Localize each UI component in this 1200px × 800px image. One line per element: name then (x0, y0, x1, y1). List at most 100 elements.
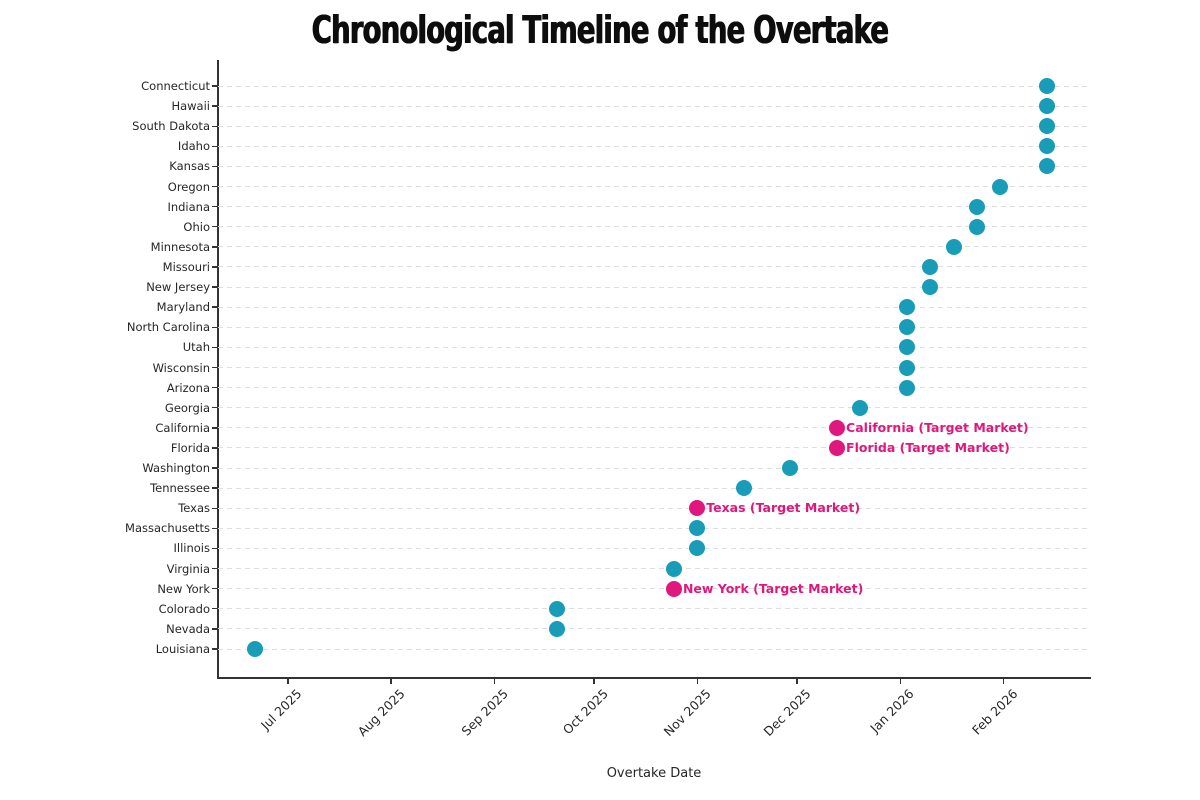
x-tick-label: Nov 2025 (660, 686, 714, 740)
y-tick-label: Indiana (167, 199, 210, 214)
x-tick (1002, 678, 1005, 684)
y-tick (212, 648, 218, 650)
y-tick (212, 487, 218, 489)
y-tick (212, 266, 218, 268)
target-market-label: Florida (Target Market) (846, 439, 1010, 455)
y-tick (212, 306, 218, 308)
y-tick (212, 105, 218, 107)
gridline (218, 447, 1090, 449)
data-point (945, 238, 962, 255)
data-point-target (829, 419, 846, 436)
y-tick (212, 386, 218, 389)
data-point (1038, 118, 1055, 135)
y-tick (212, 507, 218, 509)
y-tick-label: Wisconsin (152, 360, 210, 375)
y-tick-label: Virginia (166, 561, 210, 576)
y-tick (212, 165, 218, 168)
x-tick-label: Feb 2026 (968, 686, 1021, 738)
y-tick-label: New York (157, 581, 210, 596)
x-tick (796, 678, 798, 684)
gridline (218, 246, 1090, 248)
gridline (218, 306, 1090, 308)
data-point-target (829, 439, 846, 456)
y-tick-label: Maryland (156, 300, 210, 315)
y-tick (212, 447, 218, 449)
y-tick-label: New Jersey (146, 280, 210, 295)
data-point (1038, 158, 1055, 175)
gridline (218, 568, 1090, 570)
y-tick (212, 547, 218, 550)
x-tick-label: Dec 2025 (760, 686, 814, 740)
y-tick-label: Florida (170, 440, 210, 455)
data-point (1038, 138, 1055, 155)
data-point (782, 460, 799, 477)
x-tick (899, 678, 901, 684)
data-point (689, 540, 706, 557)
gridline (218, 648, 1090, 650)
y-tick (212, 628, 218, 630)
y-tick-label: Arizona (166, 380, 210, 395)
y-tick-label: Connecticut (141, 79, 210, 93)
y-tick (212, 346, 218, 349)
y-tick-label: Nevada (166, 621, 210, 636)
gridline (218, 407, 1090, 409)
data-point (898, 339, 915, 356)
y-tick (212, 205, 218, 208)
y-tick-label: California (155, 420, 210, 435)
gridline (218, 85, 1090, 87)
target-market-label: Texas (Target Market) (706, 500, 861, 516)
x-tick (593, 678, 595, 684)
data-point (1038, 98, 1055, 115)
gridline (218, 286, 1090, 288)
data-point (898, 299, 915, 316)
y-tick (212, 567, 218, 570)
data-point (898, 359, 915, 376)
x-axis-line (217, 677, 1091, 679)
y-tick (212, 85, 218, 87)
data-point (665, 560, 682, 577)
y-tick-label: Missouri (162, 259, 210, 274)
target-market-label: New York (Target Market) (682, 580, 864, 596)
data-point (968, 198, 985, 215)
gridline (218, 507, 1090, 509)
gridline (218, 326, 1090, 328)
y-tick-label: Idaho (177, 139, 210, 154)
y-tick (212, 226, 218, 228)
y-tick (212, 326, 218, 328)
y-tick-label: Oregon (167, 179, 210, 194)
chart-title: Chronological Timeline of the Overtake (311, 8, 889, 52)
x-tick (287, 678, 289, 684)
data-point (852, 399, 869, 416)
data-point (549, 620, 566, 637)
y-tick-label: North Carolina (126, 320, 210, 335)
target-market-label: California (Target Market) (846, 419, 1029, 435)
data-point (922, 279, 939, 296)
y-tick (212, 407, 218, 409)
gridline (218, 547, 1090, 549)
x-tick (390, 678, 392, 684)
y-tick-label: Colorado (158, 601, 210, 616)
x-tick-label: Jul 2025 (257, 686, 305, 733)
y-tick-label: Tennessee (150, 481, 210, 496)
gridline (218, 165, 1090, 167)
y-axis-line (217, 60, 219, 678)
y-tick-label: Kansas (169, 159, 210, 174)
gridline (218, 467, 1090, 469)
y-tick (212, 608, 218, 610)
gridline (218, 608, 1090, 610)
y-tick-label: Hawaii (171, 99, 210, 114)
data-point (246, 641, 263, 657)
gridline (218, 487, 1090, 489)
x-tick-label: Sep 2025 (458, 686, 511, 739)
x-tick-label: Oct 2025 (559, 686, 611, 738)
data-point-target (689, 500, 706, 517)
y-tick (212, 185, 218, 188)
y-tick (212, 286, 218, 288)
y-tick (212, 467, 218, 469)
y-tick (212, 145, 218, 147)
gridline (218, 527, 1090, 529)
y-tick-label: Ohio (183, 219, 210, 234)
gridline (218, 367, 1090, 368)
y-tick (212, 246, 218, 248)
